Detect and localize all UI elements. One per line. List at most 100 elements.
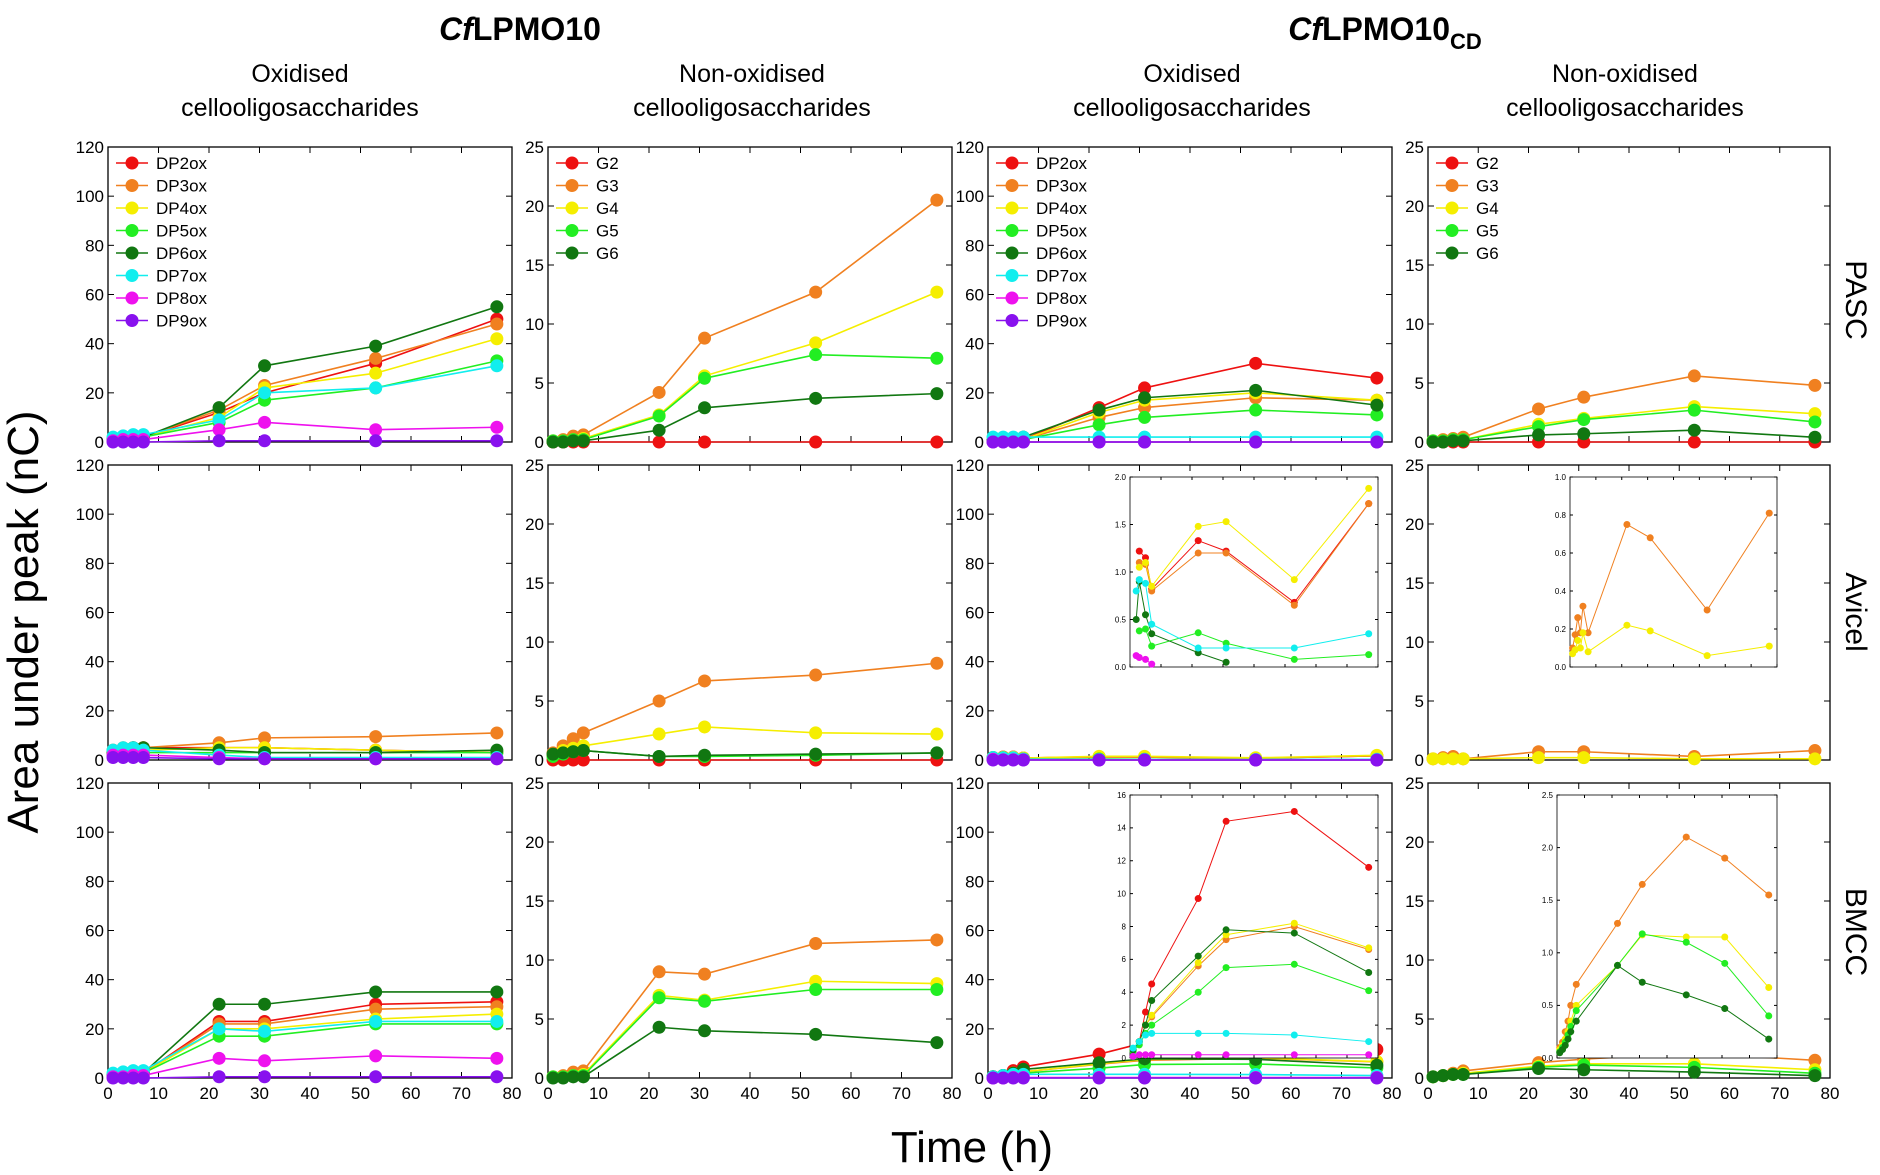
y-tick-label: 80 (85, 872, 104, 891)
series-line-g4 (553, 291, 938, 442)
series-line-g4 (552, 726, 937, 757)
inset-data-point-g5 (1721, 959, 1729, 967)
y-tick-label: 40 (965, 653, 984, 672)
x-tick-label: 30 (250, 1084, 269, 1103)
x-tick-label: 10 (589, 1084, 608, 1103)
data-point-g6 (930, 746, 944, 760)
inset-y-tick-label: 0.0 (1115, 663, 1127, 672)
x-tick-label: 0 (103, 1084, 112, 1103)
series-line-dp5ox (112, 1023, 497, 1077)
data-point-dp3ox (490, 726, 504, 740)
data-point-g6 (1426, 1070, 1440, 1084)
inset-data-point-g5 (1638, 930, 1646, 938)
inset-data-point-dp4ox (1365, 484, 1373, 492)
x-tick-label: 20 (640, 1084, 659, 1103)
legend-entry-label: G4 (1476, 199, 1499, 218)
chart-panel: 0 5 10 15 20 25 0 10 20 30 40 50 60 70 80 (525, 774, 961, 1103)
inset-data-point-dp4ox (1222, 931, 1230, 939)
inset-data-point-dp5ox (1194, 988, 1202, 996)
legend-entry-label: DP2ox (1036, 154, 1088, 173)
data-point-dp9ox (106, 1071, 120, 1085)
y-tick-label: 0 (975, 751, 984, 770)
data-point-dp9ox (258, 752, 272, 766)
x-tick-label: 60 (1282, 1084, 1301, 1103)
data-point-g6 (576, 1070, 590, 1084)
data-point-g6 (809, 391, 823, 405)
data-point-dp9ox (126, 1071, 140, 1085)
inset-y-tick-label: 0 (1122, 1054, 1127, 1063)
x-tick-label: 40 (1181, 1084, 1200, 1103)
data-point-g3 (1577, 390, 1591, 404)
data-point-g6 (566, 434, 580, 448)
frame (107, 782, 513, 1079)
data-point-dp2ox (1249, 356, 1263, 370)
inset-data-point-dp4ox (1135, 563, 1143, 571)
data-point-g5 (930, 983, 944, 996)
inset-data-point-g6 (1561, 1041, 1569, 1049)
y-tick-label: 20 (1405, 515, 1424, 534)
y-tick-label: 20 (1405, 197, 1424, 216)
legend-swatch-marker (565, 246, 579, 260)
y-tick-label: 0 (535, 433, 544, 452)
y-tick-label: 0 (535, 751, 544, 770)
x-axis-label: Time (h) (891, 1123, 1053, 1172)
inset-data-point-dp5ox (1290, 960, 1298, 968)
data-point-g3 (652, 694, 666, 708)
inset-data-point-dp4ox (1194, 959, 1202, 967)
data-point-dp7ox (490, 359, 504, 373)
data-point-dp5ox (1092, 418, 1106, 432)
inset-y-tick-label: 16 (1117, 791, 1126, 800)
data-point-dp7ox (258, 386, 272, 400)
data-point-dp6ox (1138, 391, 1152, 405)
chart-panel: 0 20 40 60 80 100 120 0.0 0.5 1.0 1.5 2.0 (956, 456, 1393, 770)
legend-swatch-marker (565, 224, 579, 237)
inset-y-tick-label: 0.5 (1115, 615, 1127, 624)
inset-data-point-g4 (1584, 648, 1592, 656)
y-tick-label: 5 (535, 692, 544, 711)
x-tick-label: 50 (351, 1084, 370, 1103)
data-point-dp9ox (490, 434, 504, 448)
y-tick-label: 10 (525, 315, 544, 334)
data-point-dp9ox (1092, 1071, 1106, 1085)
y-tick-label: 25 (525, 138, 544, 157)
series-line-dp2ox (112, 1000, 497, 1077)
y-tick-label: 5 (1415, 692, 1424, 711)
legend-entry-label: G3 (596, 177, 619, 196)
y-tick-label: 0 (95, 433, 104, 452)
y-tick-label: 120 (956, 774, 984, 793)
inset-data-point-dp5ox (1135, 627, 1143, 635)
inset-data-point-dp2ox (1142, 1008, 1149, 1016)
data-point-dp9ox (1138, 753, 1152, 767)
y-tick-label: 100 (76, 505, 104, 524)
y-tick-label: 0 (975, 1069, 984, 1088)
inset-chart: 0.0 0.5 1.0 1.5 2.0 2.5 (1542, 791, 1778, 1063)
y-tick-label: 20 (525, 197, 544, 216)
data-point-dp9ox (996, 435, 1010, 449)
inset-data-point-dp7ox (1365, 1038, 1373, 1046)
y-tick-label: 10 (1405, 315, 1424, 334)
legend-swatch-marker (125, 291, 139, 305)
data-point-dp8ox (258, 415, 272, 429)
data-point-dp6ox (490, 985, 504, 999)
data-point-dp6ox (1249, 383, 1263, 397)
inset-data-point-dp2ox (1135, 547, 1143, 555)
inset-y-tick-label: 12 (1117, 857, 1126, 866)
chart-panel: 0 20 40 60 80 100 120 DP2ox DP3ox DP4ox DP5ox DP6ox… (956, 138, 1393, 452)
data-point-dp6ox (1370, 1058, 1384, 1072)
data-point-g4 (1532, 751, 1546, 765)
column-title-1-line-1: Oxidised (251, 60, 348, 88)
inset-y-tick-label: 4 (1122, 988, 1127, 997)
legend-swatch-marker (1445, 179, 1459, 192)
x-tick-label: 50 (1670, 1084, 1689, 1103)
legend-entry-label: G6 (1476, 244, 1499, 263)
data-point-dp6ox (369, 985, 383, 999)
data-point-g6 (930, 1036, 944, 1050)
data-point-dp9ox (1006, 435, 1020, 449)
inset-data-point-dp7ox (1135, 576, 1143, 584)
y-tick-label: 20 (85, 384, 104, 403)
y-tick-label: 0 (535, 1069, 544, 1088)
legend-swatch-marker (125, 269, 139, 282)
series-line-g6 (553, 392, 937, 443)
inset-data-point-g3 (1584, 629, 1592, 637)
y-tick-label: 60 (965, 921, 984, 940)
